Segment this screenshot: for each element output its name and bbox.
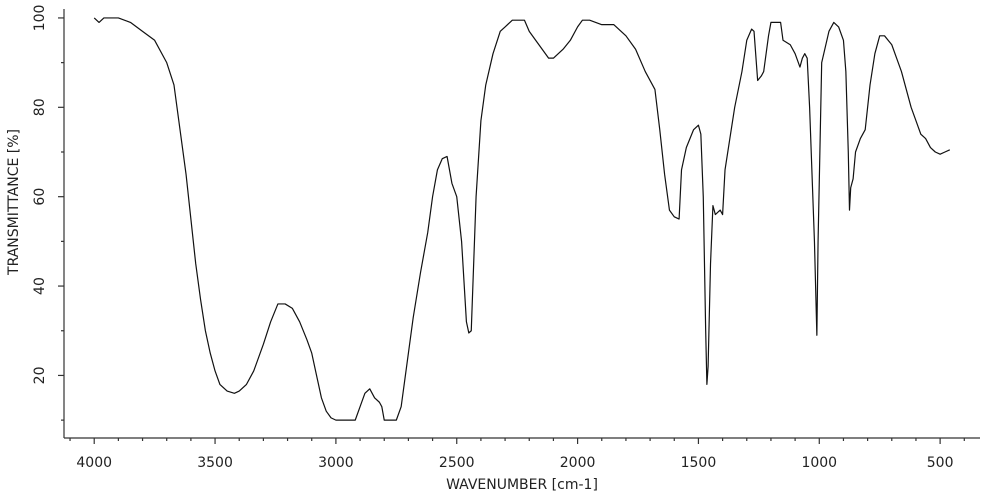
- x-tick-label: 2500: [439, 455, 475, 471]
- x-tick-label: 2000: [560, 455, 596, 471]
- x-tick-label: 3500: [197, 455, 233, 471]
- y-tick-label: 60: [32, 188, 48, 206]
- spectrum-line: [93, 17, 951, 421]
- x-tick-label: 4000: [76, 455, 112, 471]
- x-tick-label: 1500: [681, 455, 717, 471]
- y-axis-title: TRANSMITTANCE [%]: [6, 129, 22, 276]
- x-tick-label: 3000: [318, 455, 354, 471]
- x-tick-label: 1000: [801, 455, 837, 471]
- x-axis-title: WAVENUMBER [cm-1]: [446, 477, 598, 493]
- y-tick-label: 80: [32, 98, 48, 116]
- y-tick-label: 40: [32, 277, 48, 295]
- y-tick-label: 100: [32, 5, 48, 32]
- x-tick-label: 500: [927, 455, 954, 471]
- y-tick-label: 20: [32, 367, 48, 385]
